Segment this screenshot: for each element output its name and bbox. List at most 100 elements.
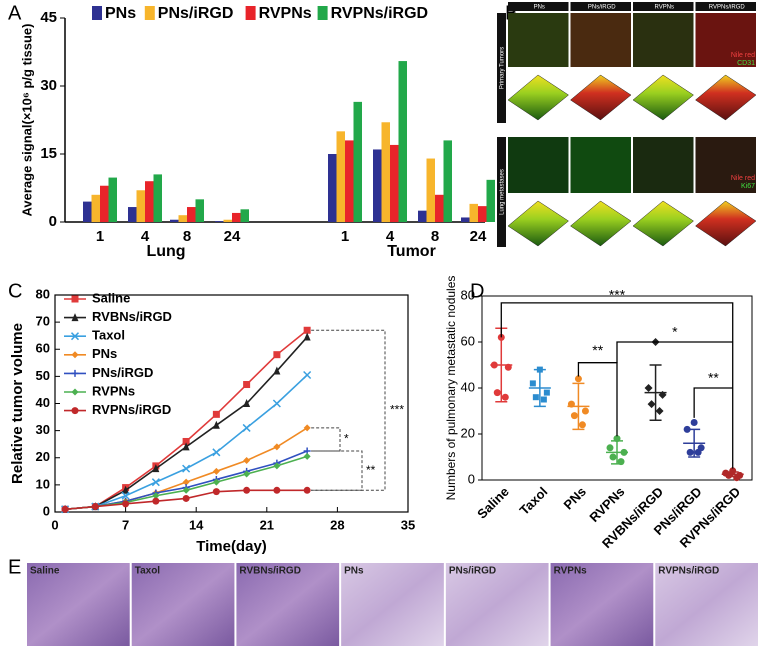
- marker: [212, 410, 220, 418]
- panel-label: E: [8, 556, 21, 578]
- data-point: [540, 396, 547, 403]
- marker: [243, 399, 251, 407]
- y-tick-label: 15: [40, 145, 57, 162]
- y-axis-label: Numbers of pulmonary metastatic nodules: [444, 276, 458, 501]
- data-point: [606, 444, 614, 452]
- data-point: [733, 474, 741, 482]
- bar: [328, 154, 337, 222]
- significance: ***: [390, 402, 404, 416]
- marker: [71, 313, 79, 322]
- image-label: PNs/iRGD: [449, 566, 496, 577]
- legend-label: RVPNs/iRGD: [331, 5, 429, 22]
- data-point: [609, 453, 617, 461]
- marker: [243, 381, 251, 389]
- bar: [461, 217, 470, 222]
- marker: [182, 437, 190, 445]
- micrograph: [508, 137, 569, 193]
- error-bar: [611, 440, 623, 465]
- y-tick-label: 30: [36, 422, 50, 437]
- column-label: PNs: [534, 5, 545, 11]
- marker: [303, 370, 312, 380]
- data-point: [647, 400, 656, 409]
- bar: [418, 210, 427, 222]
- marker: [182, 478, 190, 486]
- surface-plot: [507, 200, 569, 247]
- legend-label: Saline: [92, 290, 130, 305]
- legend-label: RVPNs: [92, 383, 135, 398]
- bar: [486, 179, 495, 222]
- y-tick-label: 60: [36, 341, 50, 356]
- stain-label: CD31: [737, 60, 755, 67]
- error-bar: [533, 368, 546, 408]
- x-axis-label: Time(day): [196, 538, 267, 555]
- marker: [273, 462, 281, 470]
- marker: [303, 486, 311, 494]
- image-label: RVPNs: [554, 566, 588, 577]
- legend-swatch: [144, 6, 155, 20]
- marker: [152, 497, 160, 505]
- y-axis-label: Relative tumor volume: [9, 323, 26, 484]
- bracket: [311, 329, 386, 491]
- marker: [182, 494, 190, 502]
- marker: [273, 366, 281, 375]
- x-tick-label: 35: [401, 517, 415, 532]
- marker: [212, 488, 220, 496]
- bar: [435, 194, 444, 222]
- x-tick-label: 24: [224, 228, 241, 245]
- marker: [212, 420, 220, 429]
- row-bar: [497, 137, 506, 247]
- column-label: RVPNs: [654, 5, 674, 11]
- bar: [232, 212, 241, 222]
- marker: [243, 456, 251, 464]
- legend-swatch: [245, 6, 256, 20]
- surface-plot: [695, 200, 757, 247]
- marker: [152, 464, 160, 473]
- micrograph: [508, 13, 569, 67]
- panel-label: D: [470, 280, 484, 302]
- bar: [100, 185, 109, 222]
- bracket: [311, 450, 363, 491]
- column-label: RVPNs/iRGD: [709, 5, 746, 11]
- legend-label: RVPNs: [259, 5, 312, 22]
- x-tick-label: 4: [141, 228, 150, 245]
- x-tick-label: 28: [330, 517, 344, 532]
- y-tick-label: 0: [468, 471, 475, 486]
- bar: [178, 215, 187, 222]
- data-point: [683, 425, 691, 433]
- surface-plot: [570, 200, 632, 247]
- marker: [243, 470, 251, 478]
- bar: [381, 122, 390, 222]
- legend-label: Taxol: [92, 328, 125, 343]
- bar: [390, 144, 399, 222]
- y-tick-label: 0: [43, 503, 50, 518]
- y-axis-label: Average signal(×10⁶ p/g tissue): [19, 24, 34, 217]
- bar: [128, 207, 137, 222]
- marker: [71, 351, 79, 359]
- x-tick-label: 7: [122, 517, 129, 532]
- column-label: PNs/iRGD: [588, 5, 616, 11]
- header-bar: [633, 2, 694, 11]
- x-tick-label: 21: [260, 517, 274, 532]
- data-point: [501, 393, 509, 401]
- y-tick-label: 10: [36, 476, 50, 491]
- bracket: [616, 341, 733, 363]
- legend-label: PNs: [92, 346, 117, 361]
- bar: [240, 209, 249, 222]
- y-tick-label: 50: [36, 368, 50, 383]
- x-tick-label: Saline: [474, 484, 512, 522]
- row-label: Lung metastases: [500, 169, 506, 215]
- y-tick-label: 70: [36, 314, 50, 329]
- error-bar: [649, 364, 662, 421]
- image-label: RVBNs/iRGD: [239, 566, 301, 577]
- panel-label: C: [8, 280, 22, 302]
- legend-swatch: [317, 6, 328, 20]
- x-tick-label: 14: [189, 517, 204, 532]
- bar: [145, 181, 154, 222]
- group-label: Lung: [146, 243, 185, 260]
- legend-label: PNs: [105, 5, 136, 22]
- legend-label: RVPNs/iRGD: [92, 402, 171, 417]
- marker: [151, 478, 160, 487]
- marker: [71, 369, 79, 377]
- y-tick-label: 45: [40, 9, 57, 26]
- stain-label: Nile red: [731, 52, 755, 59]
